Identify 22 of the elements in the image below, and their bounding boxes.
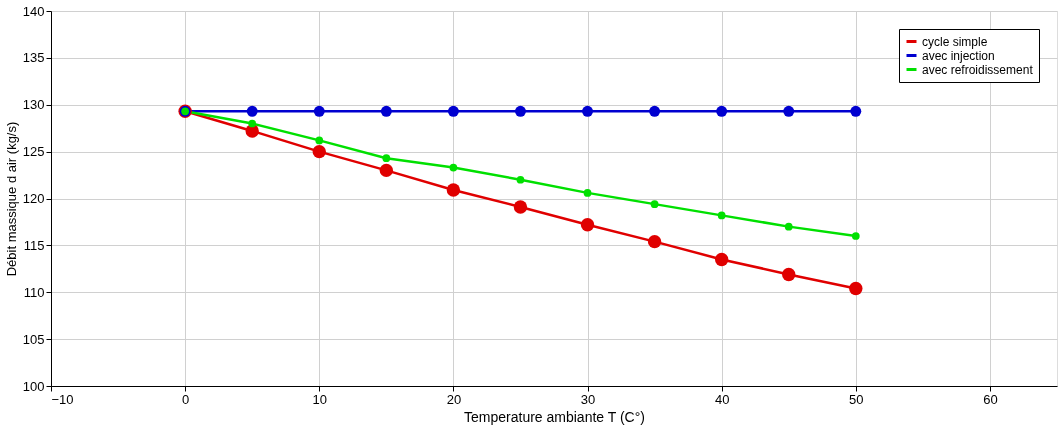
y-tick-label: 110 [23,284,45,300]
x-tick-label: 60 [983,391,998,407]
y-tick-label: 125 [22,144,45,160]
x-tick-label: −10 [51,391,74,407]
x-tick-label: 50 [849,391,864,407]
y-tick-label: 115 [23,237,45,253]
x-tick-label: 30 [580,391,596,407]
y-tick-label: 140 [22,3,45,19]
legend-label: cycle simple [922,34,988,49]
x-tick-label: 40 [714,391,730,407]
y-tick-label: 100 [22,378,45,394]
x-tick-label: 10 [312,391,327,407]
y-axis-title: Débit massique d air (kg/s) [3,121,19,277]
x-tick-label: 20 [446,391,462,407]
legend-label: avec injection [922,48,995,63]
x-axis-title: Temperature ambiante T (C°) [464,408,645,425]
legend-label: avec refroidissement [922,62,1034,77]
y-tick-label: 130 [22,97,45,113]
y-tick-label: 120 [22,191,45,206]
y-tick-label: 135 [22,50,45,66]
x-tick-label: 0 [182,391,190,407]
y-tick-label: 105 [22,331,45,347]
